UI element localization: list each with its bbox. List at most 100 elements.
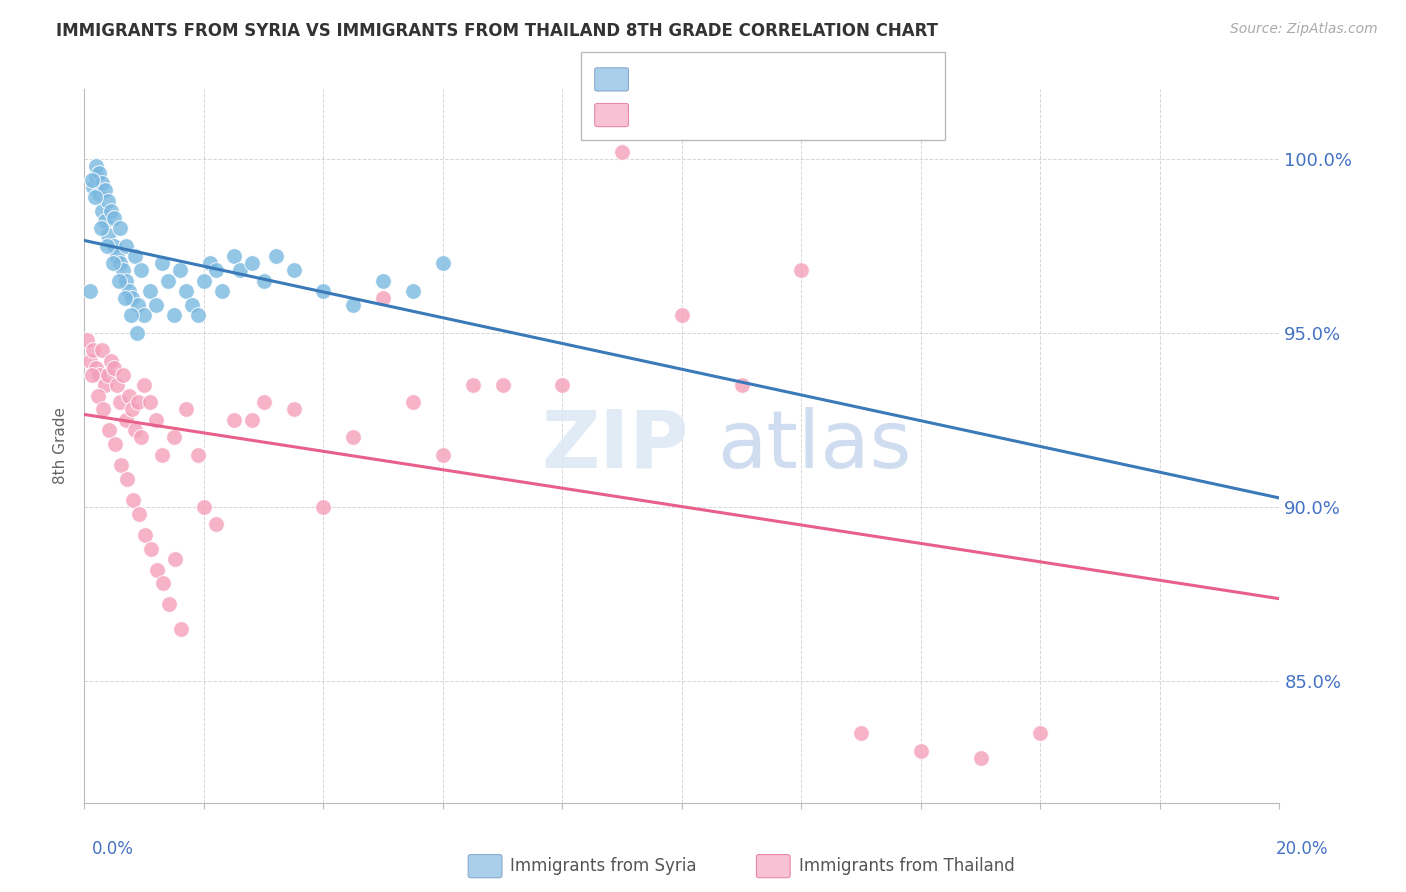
Point <box>134 528 156 542</box>
Point <box>169 263 191 277</box>
Point <box>91 204 114 219</box>
Point <box>146 563 169 577</box>
Point <box>127 395 149 409</box>
Point <box>849 726 872 740</box>
Point <box>132 378 156 392</box>
Point <box>124 249 146 263</box>
Text: 20.0%: 20.0% <box>1277 840 1329 858</box>
Point <box>180 298 204 312</box>
Point <box>86 159 108 173</box>
Point <box>228 263 252 277</box>
Point <box>205 517 228 532</box>
Point <box>94 214 117 228</box>
Point <box>120 309 142 323</box>
Point <box>150 448 173 462</box>
Point <box>790 263 813 277</box>
Point <box>103 239 125 253</box>
Point <box>371 291 394 305</box>
Point <box>283 402 305 417</box>
Point <box>89 186 111 201</box>
Point <box>115 274 138 288</box>
Point <box>132 309 156 323</box>
Point <box>671 309 693 323</box>
Point <box>117 472 139 486</box>
Point <box>432 256 454 270</box>
Point <box>910 743 932 757</box>
Point <box>342 298 364 312</box>
Point <box>86 388 108 402</box>
Point <box>112 263 135 277</box>
Point <box>110 458 132 472</box>
Text: Immigrants from Thailand: Immigrants from Thailand <box>799 857 1014 875</box>
Point <box>105 378 128 392</box>
Point <box>122 492 145 507</box>
Text: ZIP: ZIP <box>541 407 689 485</box>
Point <box>82 343 104 358</box>
Point <box>89 368 111 382</box>
Point <box>1029 726 1052 740</box>
Point <box>187 309 209 323</box>
Point <box>312 500 335 514</box>
Point <box>128 507 150 521</box>
Point <box>94 183 117 197</box>
Point <box>970 750 993 764</box>
Point <box>193 500 215 514</box>
Point <box>86 360 108 375</box>
Point <box>97 228 120 243</box>
Point <box>312 284 335 298</box>
Point <box>80 368 103 382</box>
Point <box>76 333 98 347</box>
Point <box>165 552 187 566</box>
Point <box>121 402 143 417</box>
Point <box>492 378 515 392</box>
Point <box>79 353 101 368</box>
Point <box>157 598 180 612</box>
Point <box>402 284 425 298</box>
Text: 0.0%: 0.0% <box>91 840 134 858</box>
Point <box>402 395 425 409</box>
Point <box>115 239 138 253</box>
Point <box>163 309 186 323</box>
Point <box>114 291 136 305</box>
Point <box>101 256 124 270</box>
Point <box>152 576 174 591</box>
Point <box>174 284 197 298</box>
Point <box>253 274 276 288</box>
Point <box>79 284 101 298</box>
Point <box>187 448 209 462</box>
Point <box>80 172 103 186</box>
Text: atlas: atlas <box>717 407 911 485</box>
Point <box>97 194 120 208</box>
Point <box>100 353 122 368</box>
Point <box>461 378 484 392</box>
Point <box>112 368 135 382</box>
Point <box>432 448 454 462</box>
Point <box>174 402 197 417</box>
Point <box>139 284 162 298</box>
Point <box>91 176 114 190</box>
Point <box>91 343 114 358</box>
Point <box>110 221 132 235</box>
Text: Source: ZipAtlas.com: Source: ZipAtlas.com <box>1230 22 1378 37</box>
Point <box>193 274 215 288</box>
Point <box>118 284 141 298</box>
Point <box>118 388 141 402</box>
Point <box>94 378 117 392</box>
Point <box>108 274 131 288</box>
Point <box>157 274 180 288</box>
Point <box>253 395 276 409</box>
Point <box>93 402 115 417</box>
Point <box>610 145 633 159</box>
Point <box>82 179 104 194</box>
Point <box>105 249 128 263</box>
Point <box>222 413 245 427</box>
Text: R = 0.367   N = 60: R = 0.367 N = 60 <box>633 69 803 87</box>
Point <box>86 169 108 184</box>
Point <box>205 263 228 277</box>
Point <box>110 256 132 270</box>
Point <box>89 166 111 180</box>
Point <box>222 249 245 263</box>
Point <box>110 395 132 409</box>
Point <box>551 378 574 392</box>
Point <box>141 541 163 556</box>
